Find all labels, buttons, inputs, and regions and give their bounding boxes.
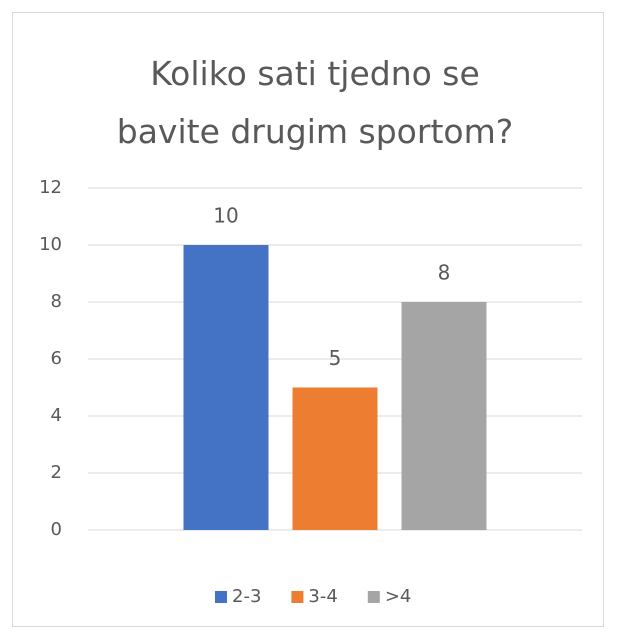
y-tick-label: 2 — [51, 462, 62, 483]
legend-swatch — [291, 591, 304, 603]
data-label: 5 — [329, 346, 342, 370]
legend-swatch — [367, 591, 380, 603]
bar — [183, 245, 269, 530]
legend-label: 3-4 — [308, 586, 337, 607]
y-tick-label: 8 — [51, 291, 62, 312]
y-tick-label: 6 — [51, 348, 62, 369]
y-tick-label: 10 — [39, 234, 62, 255]
data-label: 10 — [213, 204, 238, 228]
bar — [401, 302, 487, 530]
chart-frame — [12, 12, 604, 627]
legend-swatch — [215, 591, 227, 603]
y-tick-label: 0 — [51, 519, 62, 540]
legend-label: >4 — [385, 586, 412, 607]
y-tick-label: 4 — [51, 405, 62, 426]
bar — [292, 387, 378, 530]
chart-title: Koliko sati tjedno se bavite drugim spor… — [116, 54, 514, 151]
data-label: 8 — [438, 261, 451, 285]
legend-label: 2-3 — [232, 586, 261, 607]
y-tick-label: 12 — [39, 177, 62, 198]
